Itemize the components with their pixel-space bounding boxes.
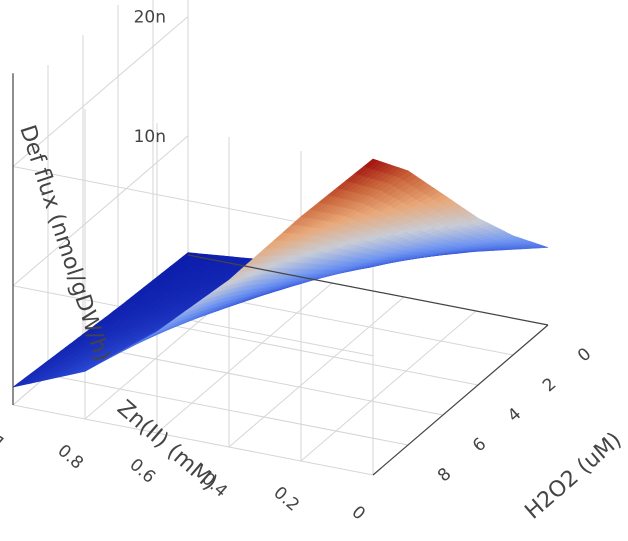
surface-patch	[363, 158, 379, 168]
y-tick-label: 0.2	[270, 483, 304, 516]
grid-line-side-wall	[12, 16, 189, 167]
x-tick-label: 6	[469, 434, 490, 456]
z-tick-label: 20n	[134, 8, 166, 28]
grid-line-floor	[117, 314, 479, 386]
x-axis-line	[372, 324, 549, 476]
grid-line-floor	[47, 374, 409, 446]
grid-line-back-wall	[12, 285, 374, 357]
z-tick-label: 10n	[134, 127, 166, 147]
x-tick-label: 4	[504, 404, 525, 426]
axis-layer	[12, 73, 549, 476]
grid-line-floor	[300, 310, 477, 462]
y-tick-label: 0	[348, 502, 369, 524]
y-tick-label: 0.8	[54, 441, 88, 474]
surface-layer	[12, 158, 549, 388]
x-tick-label: 8	[434, 464, 455, 486]
y-axis-title: Zn(II) (mM)	[112, 396, 222, 496]
grid-line-back-wall	[12, 404, 374, 476]
grid-line-floor	[228, 296, 405, 448]
grid-line-side-wall	[12, 135, 189, 287]
z-axis-title: Def flux (nmol/gDW/h)	[14, 122, 114, 364]
y-axis-line	[187, 254, 549, 326]
x-tick-label: 0	[574, 344, 595, 366]
x-tick-label: 2	[539, 374, 560, 396]
grid-line-floor	[156, 282, 333, 434]
y-tick-label: 0.6	[126, 455, 160, 488]
x-axis-title: H2O2 (uM)	[521, 428, 627, 525]
grid-line-floor	[82, 344, 444, 416]
y-tick-label: 1	[0, 432, 9, 454]
